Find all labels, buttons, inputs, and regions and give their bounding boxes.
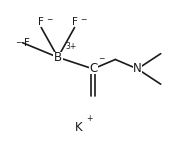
Text: −: − <box>15 38 22 47</box>
FancyBboxPatch shape <box>133 64 142 74</box>
Text: K: K <box>75 120 83 133</box>
Text: N: N <box>133 62 142 75</box>
Text: C: C <box>89 62 97 75</box>
Text: −: − <box>99 54 105 63</box>
FancyBboxPatch shape <box>89 64 98 74</box>
Text: B: B <box>54 51 62 64</box>
Text: −: − <box>80 15 86 24</box>
Text: F: F <box>72 17 77 27</box>
FancyBboxPatch shape <box>53 52 63 62</box>
Text: 3+: 3+ <box>66 42 77 51</box>
Text: F: F <box>38 17 44 27</box>
Text: +: + <box>86 114 93 123</box>
Text: F: F <box>24 38 30 48</box>
Text: −: − <box>46 15 53 24</box>
